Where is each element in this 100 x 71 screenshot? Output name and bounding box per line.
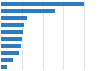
Bar	[1, 16, 27, 20]
Bar	[1, 2, 84, 6]
Bar	[1, 23, 24, 27]
Bar	[1, 44, 21, 48]
Bar	[1, 51, 19, 55]
Bar	[1, 30, 23, 34]
Bar	[1, 9, 55, 13]
Bar	[1, 58, 13, 62]
Bar	[1, 37, 22, 41]
Bar	[1, 65, 7, 69]
